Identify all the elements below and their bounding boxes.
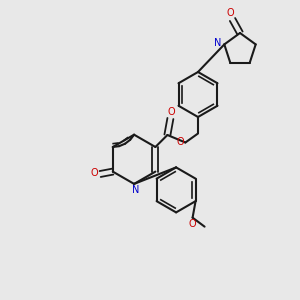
Text: O: O	[177, 136, 184, 147]
Text: O: O	[189, 219, 196, 229]
Text: N: N	[132, 185, 139, 195]
Text: N: N	[214, 38, 221, 48]
Text: O: O	[168, 107, 176, 118]
Text: O: O	[91, 168, 99, 178]
Text: O: O	[226, 8, 234, 19]
